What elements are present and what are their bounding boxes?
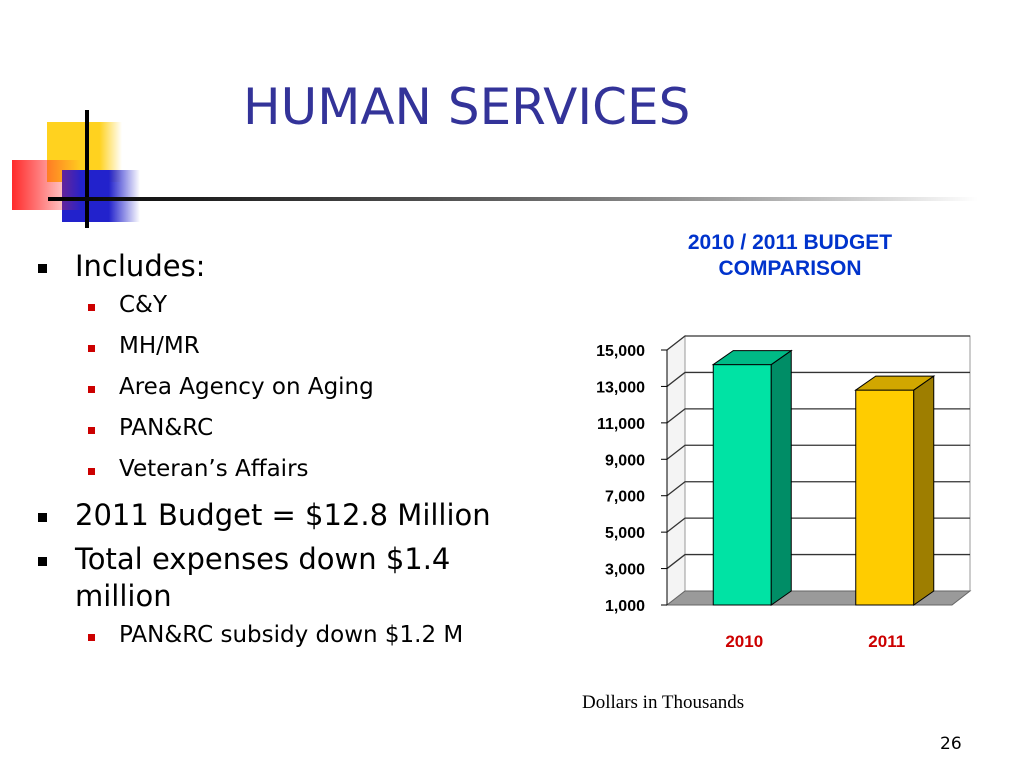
bullet-text: Area Agency on Aging [119, 374, 374, 400]
chart-title: 2010 / 2011 BUDGET COMPARISON [625, 230, 955, 282]
chart-side-wall [666, 334, 686, 607]
x-category-label: 2010 [725, 632, 763, 651]
bar-side-2011 [913, 375, 935, 606]
chart-note: Dollars in Thousands [582, 692, 745, 713]
gridline [666, 371, 970, 387]
gridline [666, 335, 970, 351]
y-tick-label: 5,000 [605, 525, 645, 542]
bar-2010 [712, 364, 772, 606]
sub-bullet-item: Veteran’s Affairs [38, 449, 528, 490]
sub-bullet-item: C&Y [38, 285, 528, 326]
chart-title-line-2: COMPARISON [718, 257, 862, 280]
vertical-line [85, 110, 89, 228]
sub-bullet-item: MH/MR [38, 326, 528, 367]
red-square [12, 160, 80, 210]
bar-top-2010 [711, 350, 793, 366]
y-tick-label: 3,000 [605, 562, 645, 579]
y-tick-label: 13,000 [596, 379, 645, 396]
bullet-text: PAN&RC [119, 415, 214, 441]
chart-title-line-1: 2010 / 2011 BUDGET [687, 231, 893, 254]
y-tick-label: 9,000 [605, 452, 645, 469]
bullet-text: Total expenses down $1.4 million [75, 542, 451, 613]
bullet-text: C&Y [119, 292, 168, 318]
y-tick-label: 1,000 [605, 598, 645, 615]
bullet-text: Veteran’s Affairs [119, 456, 309, 482]
budget-bar-chart: 1,000 3,000 5,000 7,000 9,000 11,000 13,000 15,… [596, 334, 972, 651]
sub-bullet-item: PAN&RC [38, 408, 528, 449]
bar-2011 [855, 389, 915, 606]
bullet-item: 2011 Budget = $12.8 Million [38, 497, 528, 534]
bullet-text: MH/MR [119, 333, 200, 359]
y-tick-label: 7,000 [605, 489, 645, 506]
y-tick-label: 15,000 [596, 343, 645, 360]
sub-bullet-item: PAN&RC subsidy down $1.2 M [38, 615, 528, 656]
bullet-item: Total expenses down $1.4 million [38, 541, 528, 615]
title-decoration [12, 110, 978, 228]
bar-side-2010 [770, 349, 792, 606]
bullet-text: PAN&RC subsidy down $1.2 M [119, 622, 464, 648]
bullet-text: 2011 Budget = $12.8 Million [75, 498, 491, 532]
bullet-list: Includes: C&Y MH/MR Area Agency on Aging PAN… [38, 248, 528, 656]
page-number: 26 [940, 734, 962, 754]
horizontal-line [48, 197, 978, 201]
y-tick-label: 11,000 [597, 416, 645, 433]
bullet-text: Includes: [75, 249, 206, 283]
bar-top-2011 [854, 375, 936, 391]
sub-bullet-item: Area Agency on Aging [38, 367, 528, 408]
bullet-item: Includes: [38, 248, 528, 285]
slide-title: HUMAN SERVICES [243, 78, 691, 136]
x-category-label: 2011 [868, 632, 905, 651]
